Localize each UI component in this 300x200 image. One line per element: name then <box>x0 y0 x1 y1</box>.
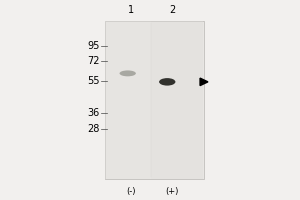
Text: 2: 2 <box>169 5 176 15</box>
Text: 95: 95 <box>87 41 100 51</box>
Text: (-): (-) <box>126 187 135 196</box>
Ellipse shape <box>159 78 175 86</box>
Text: 72: 72 <box>87 56 100 66</box>
Text: 55: 55 <box>87 76 100 86</box>
Text: 28: 28 <box>87 124 100 134</box>
Bar <box>105 21 152 179</box>
Polygon shape <box>200 78 208 86</box>
Text: (+): (+) <box>166 187 179 196</box>
Bar <box>152 21 203 179</box>
Text: 36: 36 <box>87 108 100 118</box>
Ellipse shape <box>119 70 136 76</box>
Bar <box>105 21 203 179</box>
Text: 1: 1 <box>128 5 134 15</box>
